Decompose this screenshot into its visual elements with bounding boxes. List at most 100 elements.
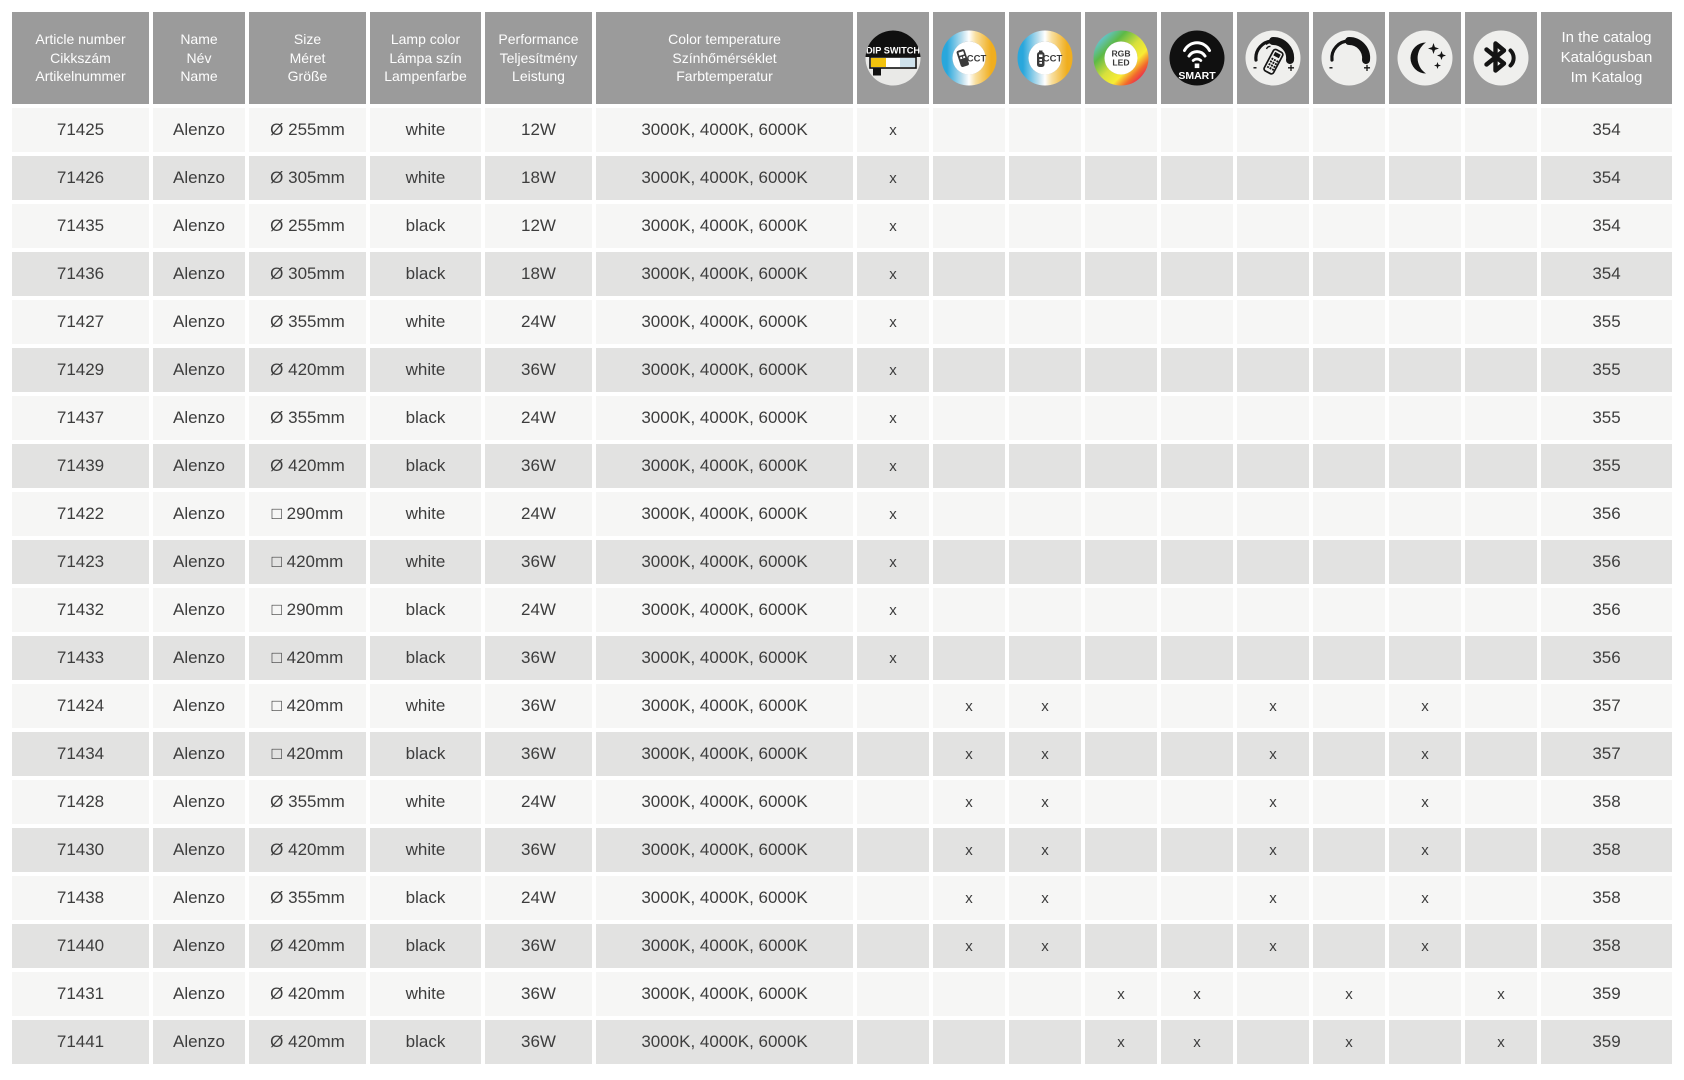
feature-cell-dip-switch <box>857 1020 929 1064</box>
column-header-night-light <box>1389 12 1461 104</box>
catalog-page-cell: 355 <box>1541 348 1672 392</box>
color-temperature-cell: 3000K, 4000K, 6000K <box>596 252 853 296</box>
feature-cell-remote-dimming <box>1237 1020 1309 1064</box>
performance-cell: 36W <box>485 972 592 1016</box>
column-header-color-temperature: Color temperature Színhőmérséklet Farbtemp… <box>596 12 853 104</box>
feature-cell-dip-switch: x <box>857 156 929 200</box>
column-header-remote-dimming: - + <box>1237 12 1309 104</box>
feature-cell-cct-remote <box>933 348 1005 392</box>
feature-cell-rgb-led <box>1085 492 1157 536</box>
feature-cell-smart <box>1161 252 1233 296</box>
name-cell: Alenzo <box>153 828 245 872</box>
feature-cell-dimming <box>1313 300 1385 344</box>
feature-cell-cct-controller: x <box>1009 780 1081 824</box>
size-cell: Ø 255mm <box>249 204 366 248</box>
feature-cell-night-light <box>1389 204 1461 248</box>
header-label-line: Teljesítmény <box>499 49 578 66</box>
feature-cell-cct-controller <box>1009 444 1081 488</box>
feature-cell-night-light: x <box>1389 780 1461 824</box>
column-header-cct-remote: CCT <box>933 12 1005 104</box>
feature-cell-rgb-led <box>1085 156 1157 200</box>
smart-icon-wrap: SMART <box>1161 14 1233 102</box>
feature-cell-dimming <box>1313 924 1385 968</box>
name-cell: Alenzo <box>153 732 245 776</box>
lamp-color-cell: white <box>370 828 481 872</box>
catalog-page-cell: 358 <box>1541 780 1672 824</box>
column-header-article-number: Article number Cikkszám Artikelnummer <box>12 12 149 104</box>
feature-cell-dip-switch: x <box>857 588 929 632</box>
color-temperature-cell: 3000K, 4000K, 6000K <box>596 924 853 968</box>
feature-cell-dip-switch: x <box>857 108 929 152</box>
lamp-color-cell: black <box>370 876 481 920</box>
feature-cell-cct-remote <box>933 1020 1005 1064</box>
smart-wifi-icon: SMART <box>1169 30 1225 86</box>
feature-cell-cct-controller: x <box>1009 684 1081 728</box>
feature-cell-dip-switch: x <box>857 252 929 296</box>
dimming-icon-wrap: - + <box>1313 14 1385 102</box>
feature-cell-smart <box>1161 732 1233 776</box>
table-row: 71426 Alenzo Ø 305mm white 18W 3000K, 4000K, … <box>12 156 1672 200</box>
feature-cell-rgb-led <box>1085 444 1157 488</box>
size-cell: Ø 255mm <box>249 108 366 152</box>
feature-cell-bluetooth <box>1465 924 1537 968</box>
feature-cell-bluetooth: x <box>1465 972 1537 1016</box>
column-header-smart: SMART <box>1161 12 1233 104</box>
feature-cell-remote-dimming: x <box>1237 684 1309 728</box>
performance-cell: 36W <box>485 444 592 488</box>
lamp-color-cell: white <box>370 348 481 392</box>
article-number-cell: 71435 <box>12 204 149 248</box>
lamp-color-cell: white <box>370 684 481 728</box>
header-label-line: Színhőmérséklet <box>672 49 777 66</box>
color-temperature-cell: 3000K, 4000K, 6000K <box>596 684 853 728</box>
column-header-cct-controller: CCT <box>1009 12 1081 104</box>
color-temperature-cell: 3000K, 4000K, 6000K <box>596 828 853 872</box>
article-number-cell: 71441 <box>12 1020 149 1064</box>
header-label-line: Size <box>293 31 322 48</box>
performance-cell: 36W <box>485 540 592 584</box>
feature-cell-rgb-led <box>1085 924 1157 968</box>
feature-cell-cct-controller <box>1009 204 1081 248</box>
feature-cell-cct-controller <box>1009 156 1081 200</box>
feature-cell-rgb-led <box>1085 348 1157 392</box>
size-cell: Ø 355mm <box>249 780 366 824</box>
feature-cell-dip-switch <box>857 732 929 776</box>
feature-cell-night-light: x <box>1389 924 1461 968</box>
size-cell: □ 290mm <box>249 492 366 536</box>
table-row: 71425 Alenzo Ø 255mm white 12W 3000K, 4000K, … <box>12 108 1672 152</box>
feature-cell-cct-remote <box>933 156 1005 200</box>
table-row: 71441 Alenzo Ø 420mm black 36W 3000K, 4000K, … <box>12 1020 1672 1064</box>
feature-cell-bluetooth <box>1465 444 1537 488</box>
header-label-line: Lamp color <box>390 31 461 48</box>
lamp-color-cell: black <box>370 444 481 488</box>
name-cell: Alenzo <box>153 636 245 680</box>
feature-cell-dimming <box>1313 156 1385 200</box>
feature-cell-dip-switch <box>857 924 929 968</box>
name-cell: Alenzo <box>153 348 245 392</box>
svg-text:CCT: CCT <box>967 54 987 65</box>
header-label-line: Méret <box>289 49 326 66</box>
name-cell: Alenzo <box>153 780 245 824</box>
article-number-cell: 71434 <box>12 732 149 776</box>
table-row: 71423 Alenzo □ 420mm white 36W 3000K, 4000K, … <box>12 540 1672 584</box>
article-number-cell: 71430 <box>12 828 149 872</box>
name-cell: Alenzo <box>153 492 245 536</box>
svg-text:-: - <box>1329 60 1333 74</box>
performance-cell: 24W <box>485 876 592 920</box>
feature-cell-cct-remote <box>933 204 1005 248</box>
feature-cell-dimming <box>1313 348 1385 392</box>
lamp-color-cell: black <box>370 636 481 680</box>
feature-cell-bluetooth <box>1465 108 1537 152</box>
feature-cell-smart <box>1161 780 1233 824</box>
feature-cell-bluetooth <box>1465 252 1537 296</box>
feature-cell-night-light <box>1389 636 1461 680</box>
feature-cell-rgb-led: x <box>1085 972 1157 1016</box>
size-cell: Ø 355mm <box>249 876 366 920</box>
performance-cell: 24W <box>485 492 592 536</box>
dip-switch-icon: DIP SWITCH <box>865 30 921 86</box>
table-row: 71430 Alenzo Ø 420mm white 36W 3000K, 4000K, … <box>12 828 1672 872</box>
table-row: 71440 Alenzo Ø 420mm black 36W 3000K, 4000K, … <box>12 924 1672 968</box>
lamp-color-cell: white <box>370 108 481 152</box>
catalog-page-cell: 356 <box>1541 588 1672 632</box>
feature-cell-bluetooth: x <box>1465 1020 1537 1064</box>
feature-cell-remote-dimming: x <box>1237 732 1309 776</box>
